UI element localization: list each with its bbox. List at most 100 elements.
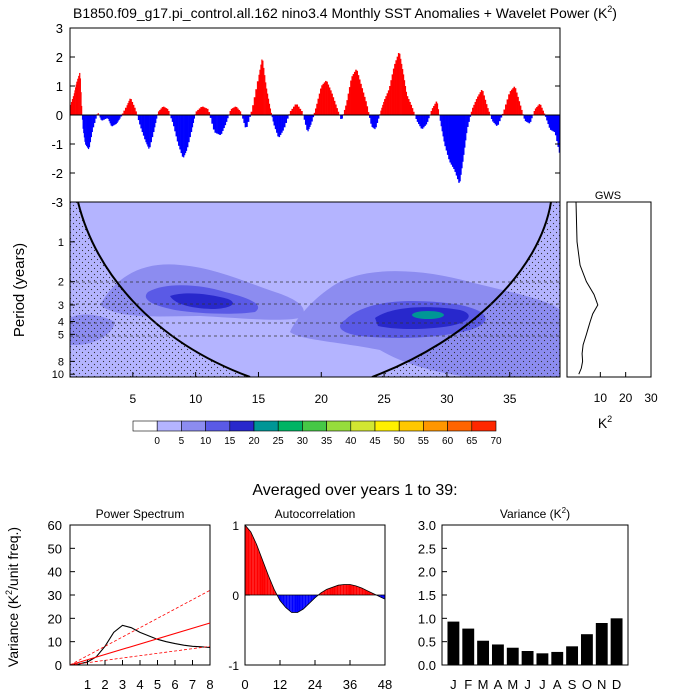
autocorrelation-fill	[303, 595, 305, 609]
anomaly-bar	[516, 92, 518, 115]
colorbar-label: 60	[442, 436, 454, 447]
anomaly-bar	[347, 93, 350, 115]
anomaly-bar	[189, 115, 191, 138]
anomaly-bar	[511, 89, 513, 116]
anomaly-bar	[278, 115, 281, 138]
wavelet-ytick-label: 4	[58, 317, 64, 329]
variance-ytick-label: 1.0	[418, 611, 436, 626]
anomaly-bar	[258, 74, 260, 115]
autocorrelation-fill	[358, 586, 361, 595]
anomaly-bar	[454, 115, 457, 172]
anomaly-bar	[453, 115, 455, 170]
autocorrelation-fill	[268, 575, 270, 595]
variance-month-label: F	[464, 677, 472, 692]
autocorrelation-fill	[259, 552, 262, 595]
gws-frame	[566, 201, 652, 378]
anomaly-bar	[151, 115, 154, 138]
anomaly-bar	[382, 104, 384, 115]
anomaly-bar	[380, 110, 382, 115]
colorbar-swatch	[156, 420, 182, 432]
variance-bar	[477, 640, 490, 665]
spectrum-ytick-label: 60	[48, 518, 62, 533]
anomaly-bar	[433, 105, 435, 115]
anomaly-bar	[400, 58, 402, 115]
anomaly-bar	[139, 115, 141, 125]
anomaly-bar	[188, 115, 190, 143]
anomaly-bar	[156, 115, 158, 119]
anomaly-bar	[86, 115, 88, 147]
anomaly-bar	[364, 96, 366, 116]
anomaly-bar	[428, 115, 430, 119]
anomaly-bar	[303, 115, 306, 120]
colorbar-label: 35	[321, 436, 333, 447]
wavelet-ytick-label: 5	[58, 329, 64, 341]
anomaly-bar	[464, 115, 466, 148]
anomaly-bar	[220, 115, 223, 134]
anomaly-bar	[401, 63, 403, 115]
autocorrelation-fill	[329, 587, 332, 595]
colorbar-swatch	[447, 420, 473, 432]
anomaly-bar	[463, 115, 465, 155]
anomaly-bar	[174, 115, 176, 132]
anomaly-bar	[321, 85, 323, 115]
autocorrelation-fill	[266, 571, 269, 595]
anomaly-bar	[242, 115, 244, 119]
wavelet-frame	[69, 201, 561, 378]
wavelet-contour-level4-a	[170, 293, 233, 309]
anomaly-bar	[383, 101, 385, 115]
anomaly-bar	[529, 115, 532, 122]
autocorrelation-fill	[261, 556, 263, 595]
anomaly-bar	[157, 111, 160, 116]
anomaly-bar	[460, 115, 462, 175]
colorbar-label: 15	[224, 436, 236, 447]
anomaly-bar	[332, 97, 335, 115]
wavelet-xtick-label: 15	[252, 392, 266, 406]
anomaly-bar	[420, 115, 423, 129]
anomaly-bar	[239, 111, 242, 116]
anomaly-bar	[256, 81, 259, 115]
anomaly-bar	[72, 96, 75, 115]
anomaly-bar	[84, 115, 86, 142]
wavelet-peak	[412, 311, 444, 319]
autocorrelation-fill	[361, 588, 364, 595]
variance-bar	[580, 634, 593, 665]
colorbar-label: 25	[273, 436, 285, 447]
anomaly-bar	[176, 115, 179, 142]
anomaly-bar	[430, 111, 433, 115]
anomaly-bar	[78, 75, 80, 115]
anomaly-bar	[343, 109, 346, 115]
anomaly-bar	[508, 94, 511, 115]
anomaly-bar	[472, 107, 474, 115]
autocorrelation-fill	[298, 595, 301, 612]
anomaly-ytick-label: 3	[56, 21, 63, 36]
autocorrelation-fill	[293, 595, 295, 613]
anomaly-bar	[115, 115, 117, 125]
autocorrelation-fill	[288, 595, 291, 612]
anomaly-bar	[186, 115, 189, 148]
anomaly-bar	[224, 115, 227, 126]
anomaly-bar	[495, 115, 498, 126]
anomaly-ytick-label: 1	[56, 79, 63, 94]
anomaly-bar	[488, 111, 490, 115]
anomaly-bar	[134, 107, 136, 115]
autocorrelation-fill	[255, 541, 257, 595]
anomaly-bar	[112, 115, 115, 126]
anomaly-bar	[255, 89, 258, 115]
anomaly-bar	[97, 113, 99, 115]
anomaly-bar	[424, 115, 426, 126]
anomaly-bar	[374, 115, 376, 130]
gws-xtick-label: 30	[644, 391, 658, 405]
autocorrelation-fill	[262, 560, 264, 595]
anomaly-bar	[212, 115, 215, 130]
anomaly-bar	[100, 115, 102, 120]
autocorrelation-xtick-label: 36	[343, 677, 357, 692]
anomaly-bar	[421, 115, 424, 129]
variance-month-label: M	[478, 677, 489, 692]
anomaly-bar	[253, 97, 256, 115]
anomaly-bar	[531, 115, 533, 119]
cone-of-influence-line-left	[77, 202, 251, 377]
anomaly-bar	[175, 115, 178, 137]
spectrum-ytick-label: 20	[48, 611, 62, 626]
variance-month-label: J	[539, 677, 546, 692]
